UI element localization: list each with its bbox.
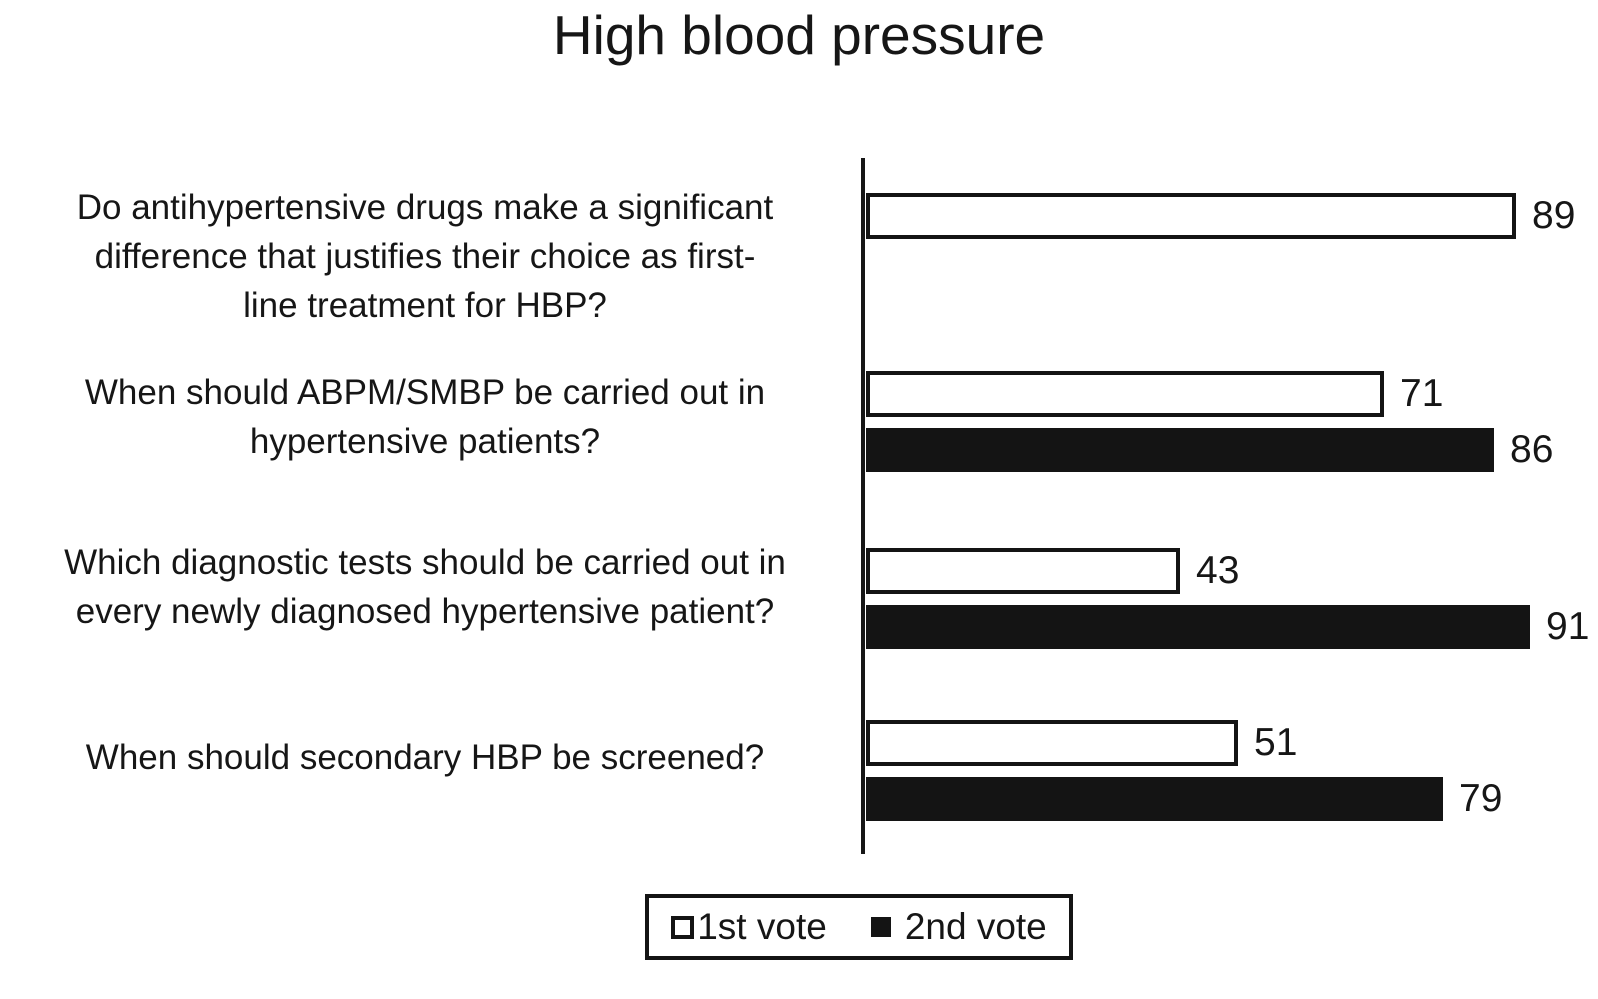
category-label-q2: When should ABPM/SMBP be carried out in … [84,373,766,461]
bar-2nd-vote-q2 [866,428,1494,472]
y-axis-line [861,158,865,854]
legend-label-1st-vote: 1st vote [697,906,827,947]
bar-1st-vote-q3 [866,548,1180,594]
value-label-1st-vote-q3: 43 [1196,549,1240,592]
category-label-q4: When should secondary HBP be screened? [85,738,765,777]
legend-swatch-outline-icon [671,915,695,939]
legend-label-2nd-vote: 2nd vote [904,906,1047,947]
value-label-1st-vote-q4: 51 [1254,721,1298,764]
bar-1st-vote-q1 [866,193,1516,239]
chart-title: High blood pressure [552,4,1046,66]
bar-1st-vote-q4 [866,720,1238,766]
category-label-q3: Which diagnostic tests should be carried… [64,543,786,631]
value-label-2nd-vote-q4: 79 [1459,777,1503,820]
value-label-2nd-vote-q2: 86 [1510,428,1554,471]
value-label-1st-vote-q2: 71 [1400,372,1444,415]
category-label-q1: Do antihypertensive drugs make a signifi… [76,188,774,325]
bar-1st-vote-q2 [866,371,1384,417]
legend: 1st vote 2nd vote [645,894,1073,960]
value-label-1st-vote-q1: 89 [1532,194,1576,237]
bar-2nd-vote-q4 [866,777,1443,821]
value-label-2nd-vote-q3: 91 [1546,605,1590,648]
bar-2nd-vote-q3 [866,605,1530,649]
legend-swatch-filled-icon [870,917,891,937]
